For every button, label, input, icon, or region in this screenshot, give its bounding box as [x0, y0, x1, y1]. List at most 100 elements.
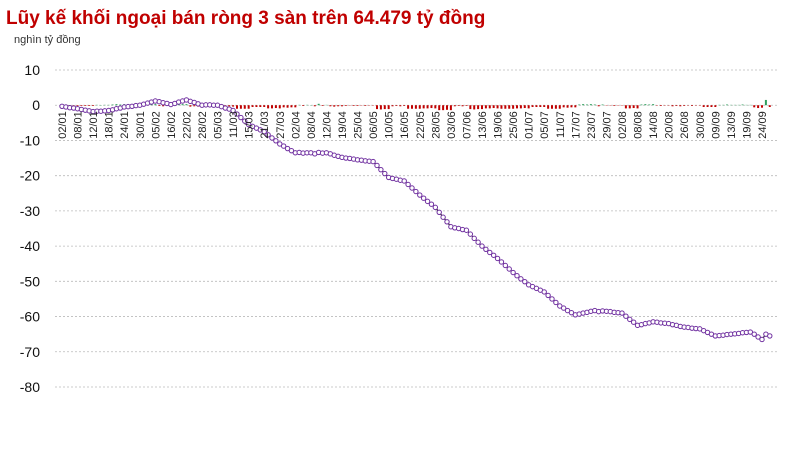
- x-tick-label: 19/06: [493, 111, 505, 139]
- marker: [375, 163, 379, 167]
- y-tick-label: 10: [24, 62, 40, 78]
- bar: [442, 105, 444, 110]
- x-tick-label: 08/04: [306, 111, 318, 139]
- marker: [441, 215, 445, 219]
- marker: [503, 263, 507, 267]
- bar: [497, 105, 499, 108]
- x-tick-label: 22/05: [415, 111, 427, 139]
- bar: [726, 105, 728, 106]
- bar: [395, 105, 397, 106]
- x-tick-label: 18/01: [104, 111, 116, 139]
- bar: [92, 105, 94, 106]
- bar: [493, 105, 495, 108]
- x-tick-label: 16/05: [399, 111, 411, 139]
- bar: [353, 105, 355, 106]
- x-tick-label: 06/05: [368, 111, 380, 139]
- bar: [333, 105, 335, 106]
- bar: [703, 105, 705, 107]
- marker: [554, 300, 558, 304]
- bar: [683, 105, 685, 106]
- marker: [484, 247, 488, 251]
- bar: [290, 105, 292, 107]
- bar: [555, 105, 557, 109]
- marker: [464, 228, 468, 232]
- bar: [462, 105, 464, 106]
- x-tick-label: 17/07: [570, 111, 582, 139]
- bar: [633, 105, 635, 108]
- bar: [329, 105, 331, 106]
- bar: [112, 105, 114, 106]
- x-tick-label: 24/09: [757, 111, 769, 139]
- bar: [710, 105, 712, 107]
- bar: [407, 105, 409, 109]
- bar: [267, 105, 269, 108]
- y-tick-label: -60: [20, 309, 40, 325]
- bar: [477, 105, 479, 109]
- x-tick-label: 30/08: [695, 111, 707, 139]
- marker: [507, 267, 511, 271]
- x-tick-label: 13/06: [477, 111, 489, 139]
- bar: [438, 105, 440, 110]
- bar: [240, 105, 242, 109]
- x-tick-label: 05/03: [213, 111, 225, 139]
- marker: [515, 273, 519, 277]
- bar: [586, 105, 588, 106]
- marker: [414, 189, 418, 193]
- bar: [399, 105, 401, 106]
- bar: [504, 105, 506, 109]
- marker: [472, 236, 476, 240]
- x-tick-label: 08/08: [633, 111, 645, 139]
- marker: [511, 270, 515, 274]
- x-tick-label: 02/08: [617, 111, 629, 139]
- bar: [528, 105, 530, 108]
- y-tick-label: -70: [20, 344, 40, 360]
- x-tick-label: 28/02: [197, 111, 209, 139]
- bar: [574, 105, 576, 107]
- x-tick-label: 12/04: [321, 111, 333, 139]
- bar: [489, 105, 491, 108]
- marker: [383, 171, 387, 175]
- bar: [613, 105, 615, 106]
- marker: [624, 314, 628, 318]
- marker: [760, 337, 764, 341]
- bar: [88, 105, 90, 106]
- bar: [473, 105, 475, 109]
- bar: [508, 105, 510, 109]
- bar: [629, 105, 631, 108]
- x-tick-label: 14/08: [648, 111, 660, 139]
- bar: [84, 105, 86, 106]
- bar: [707, 105, 709, 107]
- bar: [598, 105, 600, 106]
- bar: [679, 105, 681, 106]
- bar: [512, 105, 514, 109]
- marker: [499, 260, 503, 264]
- x-tick-label: 28/05: [430, 111, 442, 139]
- marker: [768, 334, 772, 338]
- bar: [154, 104, 156, 105]
- bar: [535, 105, 537, 107]
- bar: [567, 105, 569, 107]
- bar: [255, 105, 257, 107]
- bar: [757, 105, 759, 108]
- x-tick-label: 25/04: [353, 111, 365, 139]
- x-tick-label: 02/01: [57, 111, 69, 139]
- marker: [406, 182, 410, 186]
- bar: [419, 105, 421, 109]
- bar: [481, 105, 483, 109]
- bar: [357, 105, 359, 106]
- bar: [640, 105, 642, 106]
- bar: [189, 105, 191, 106]
- bar: [672, 105, 674, 106]
- x-tick-label: 27/03: [275, 111, 287, 139]
- y-tick-label: -20: [20, 168, 40, 184]
- bar: [570, 105, 572, 107]
- y-tick-label: 0: [32, 97, 40, 113]
- bar: [158, 105, 160, 106]
- bar: [500, 105, 502, 109]
- x-tick-label: 03/06: [446, 111, 458, 139]
- bar: [547, 105, 549, 109]
- bar: [376, 105, 378, 109]
- bar: [119, 105, 121, 106]
- bar: [454, 105, 456, 106]
